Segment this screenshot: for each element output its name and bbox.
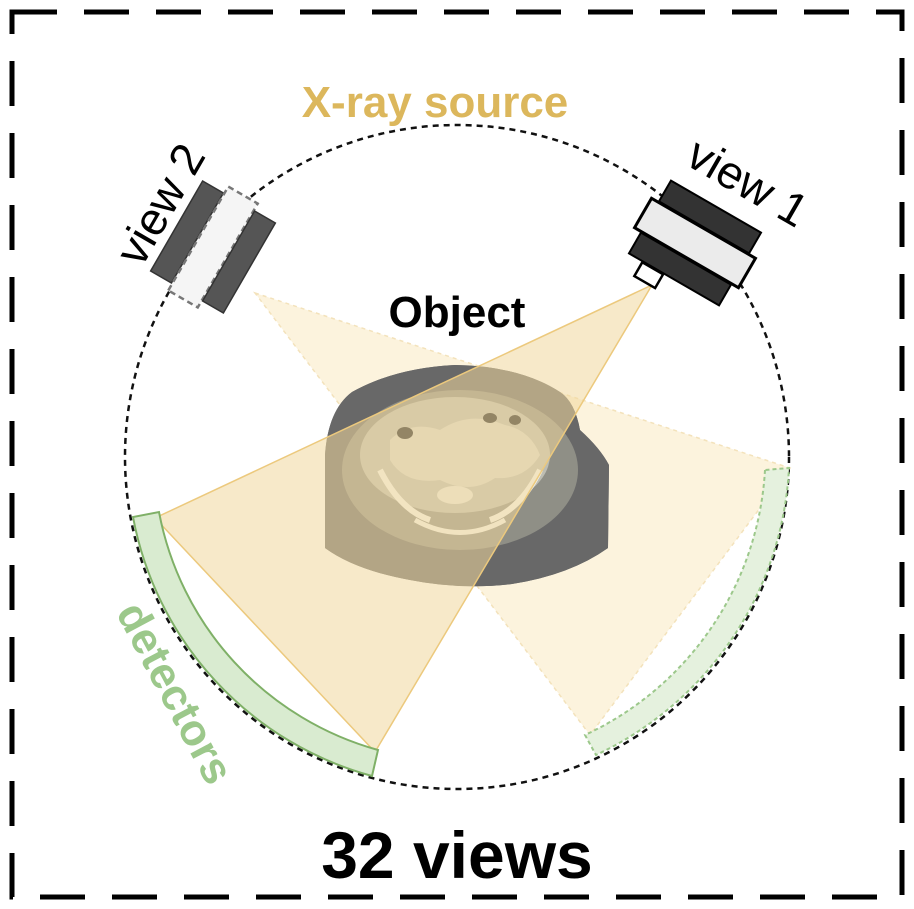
detector-view2 (583, 466, 791, 757)
xray-tube-icon (149, 179, 277, 315)
beam-view1 (153, 283, 654, 754)
detector-view1 (131, 510, 380, 778)
object-label: Object (389, 288, 526, 337)
source-label: X-ray source (302, 78, 569, 127)
xray-tube-icon (627, 179, 763, 307)
views-count-label: 32 views (321, 818, 593, 892)
orbit-circle (123, 123, 791, 791)
outer-frame (9, 9, 905, 900)
